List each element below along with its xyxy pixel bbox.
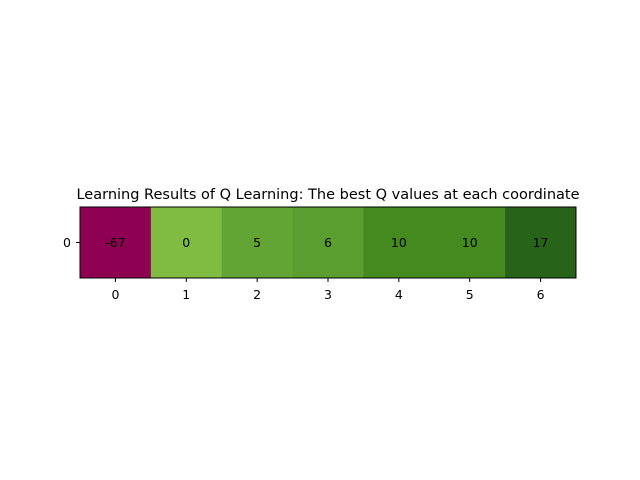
x-tick-label: 5 bbox=[466, 287, 474, 302]
y-tick-label: 0 bbox=[63, 235, 71, 250]
x-tick-label: 3 bbox=[324, 287, 332, 302]
cell-label: 10 bbox=[462, 235, 478, 250]
heatmap-cell bbox=[292, 207, 364, 278]
cell-label: 17 bbox=[533, 235, 549, 250]
cell-label: 5 bbox=[253, 235, 261, 250]
heatmap-cells bbox=[80, 207, 577, 278]
cell-label: -67 bbox=[105, 235, 125, 250]
heatmap-cell-labels: -67 0 5 6 10 10 17 bbox=[105, 235, 548, 250]
heatmap-cell bbox=[221, 207, 294, 278]
heatmap-cell bbox=[363, 207, 435, 278]
x-tick-label: 4 bbox=[395, 287, 403, 302]
x-tick-label: 1 bbox=[182, 287, 190, 302]
x-axis: 0 1 2 3 4 5 6 bbox=[111, 278, 545, 302]
x-tick-label: 2 bbox=[253, 287, 261, 302]
heatmap-cell bbox=[80, 207, 152, 278]
heatmap-cell bbox=[505, 207, 577, 278]
chart-title: Learning Results of Q Learning: The best… bbox=[76, 187, 579, 203]
cell-label: 10 bbox=[391, 235, 407, 250]
x-tick-label: 0 bbox=[111, 287, 119, 302]
x-tick-label: 6 bbox=[537, 287, 545, 302]
y-axis: 0 bbox=[63, 235, 80, 250]
cell-label: 0 bbox=[182, 235, 190, 250]
heatmap-cell bbox=[150, 207, 223, 278]
cell-label: 6 bbox=[324, 235, 332, 250]
heatmap-cell bbox=[434, 207, 506, 278]
